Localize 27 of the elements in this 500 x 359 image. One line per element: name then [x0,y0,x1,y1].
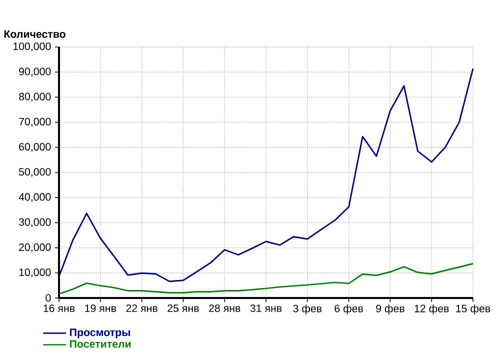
y-tick-label: 90,000 [19,68,51,76]
line-series [58,262,474,295]
y-tick-label: 10,000 [19,268,51,278]
y-tick-label: 50,000 [18,168,51,177]
x-tick-label: 9 фев [376,304,404,314]
line-series [58,68,474,282]
x-tick-label: 19 янв [85,304,116,312]
y-tick-label: 0 [46,294,51,302]
y-tick-label: 100,000 [13,42,51,52]
x-tick-label: 3 фев [293,304,322,314]
y-tick-label: 70,000 [19,118,51,127]
y-tick-label: 80,000 [19,92,51,102]
y-tick-label: 40,000 [18,193,51,202]
y-tick-label: 30,000 [18,218,51,228]
x-tick-label: 28 янв [209,304,240,312]
y-axis-title: Количество [4,30,66,38]
legend-label: Посетители [70,340,131,348]
x-tick-label: 15 фев [456,304,490,314]
x-tick-label: 31 янв [250,304,282,312]
legend-label: Просмотры [70,328,130,338]
x-tick-label: 25 янв [168,304,199,312]
x-tick-label: 16 янв [44,304,75,312]
x-tick-label: 6 фев [334,304,363,314]
x-tick-label: 22 янв [126,304,158,312]
x-tick-label: 12 фев [414,304,449,314]
y-tick-label: 60,000 [19,142,51,152]
y-tick-label: 20,000 [19,243,51,252]
